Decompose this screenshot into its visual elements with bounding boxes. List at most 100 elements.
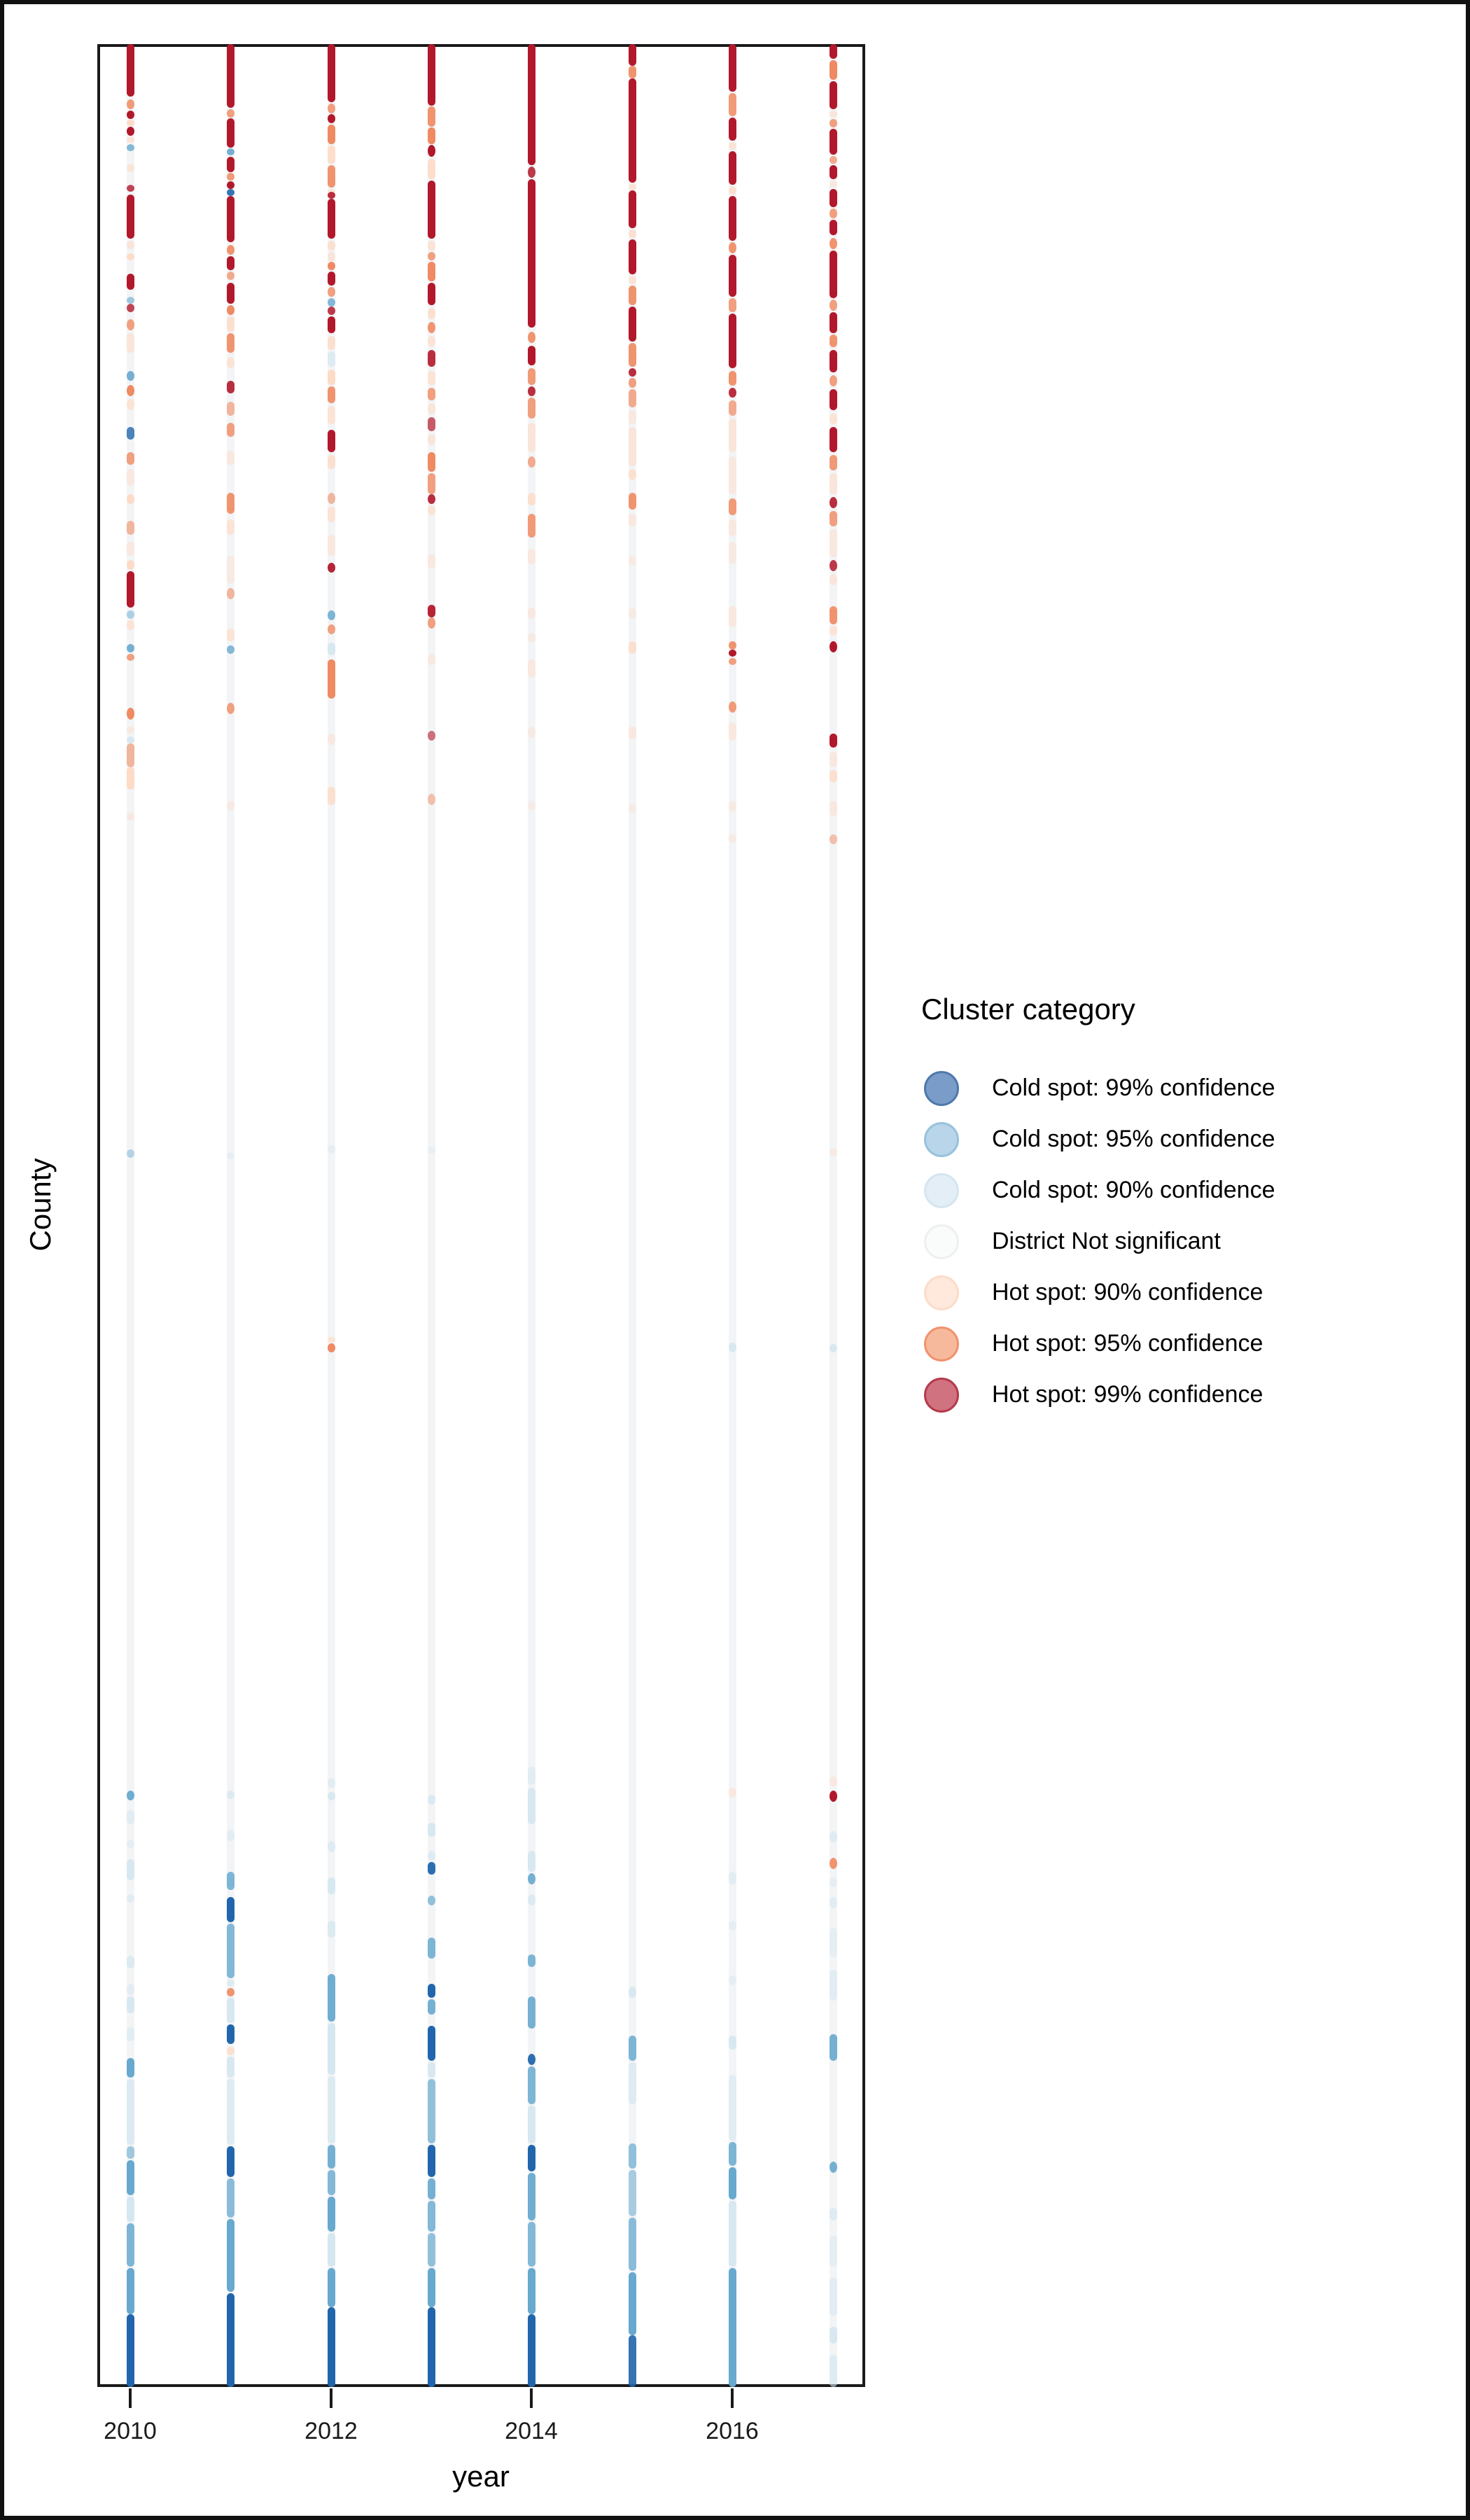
cluster-segment-c90 [728, 1975, 736, 1985]
cluster-segment-h99 [728, 151, 736, 185]
cluster-segment-h90 [527, 801, 536, 811]
cluster-segment-c90 [327, 643, 335, 655]
year-column-2011 [226, 44, 234, 2387]
cluster-segment-c95 [427, 1938, 435, 1959]
cluster-segment-h95 [126, 385, 134, 396]
cluster-segment-h95 [628, 493, 636, 510]
cluster-segment-c90 [728, 1921, 736, 1931]
cluster-segment-h90 [628, 804, 636, 813]
cluster-segment-h95 [427, 106, 435, 127]
cluster-segment-c90 [628, 1987, 636, 1998]
legend-item-h90: Hot spot: 90% confidence [924, 1267, 1453, 1318]
cluster-segment-c90 [427, 2062, 435, 2078]
cluster-segment-h99 [527, 167, 536, 178]
cluster-segment-h95 [327, 104, 335, 113]
cluster-segment-h95 [628, 286, 636, 305]
cluster-segment-c90 [226, 2079, 234, 2145]
cluster-segment-h99 [126, 111, 134, 119]
cluster-segment-h95 [126, 521, 134, 535]
cluster-segment-h90 [628, 276, 636, 284]
cluster-segment-h90 [126, 120, 134, 126]
cluster-segment-h90 [728, 606, 736, 627]
cluster-segment-c95 [226, 645, 234, 654]
cluster-segment-h95 [327, 659, 335, 699]
legend-item-c99: Cold spot: 99% confidence [924, 1063, 1453, 1114]
cluster-segment-h90 [427, 505, 435, 515]
cluster-segment-h95 [226, 109, 234, 118]
cluster-segment-h95 [829, 60, 837, 80]
cluster-segment-h99 [728, 314, 736, 368]
cluster-segment-c90 [527, 1788, 536, 1824]
cluster-segment-c95 [126, 297, 134, 304]
cluster-segment-h95 [226, 245, 234, 255]
cluster-segment-h90 [628, 608, 636, 619]
cluster-segment-c99 [126, 427, 134, 440]
cluster-segment-c99 [126, 2314, 134, 2387]
cluster-segment-h99 [126, 44, 134, 97]
cluster-segment-h99 [427, 181, 435, 239]
legend-key-circle-h99 [924, 1377, 959, 1413]
cluster-segment-c95 [427, 2201, 435, 2232]
cluster-segment-h90 [527, 549, 536, 564]
cluster-segment-h95 [327, 493, 335, 504]
x-tick-2014 [530, 2388, 533, 2408]
cluster-segment-h95 [226, 588, 234, 599]
cluster-segment-c95 [327, 1974, 335, 2022]
legend-key-circle-c99 [924, 1070, 959, 1106]
cluster-segment-c90 [126, 1996, 134, 2013]
cluster-segment-h90 [327, 535, 335, 556]
cluster-segment-c90 [327, 2076, 335, 2143]
legend: Cluster category Cold spot: 99% confiden… [921, 993, 1453, 1420]
cluster-segment-h90 [427, 308, 435, 319]
cluster-segment-h90 [226, 519, 234, 535]
cluster-segment-h90 [327, 1337, 335, 1343]
cluster-segment-c90 [829, 1877, 837, 1887]
cluster-segment-h99 [327, 430, 335, 452]
cluster-segment-h99 [427, 605, 435, 617]
cluster-segment-c99 [527, 2314, 536, 2387]
cluster-segment-h90 [126, 136, 134, 143]
cluster-segment-c90 [527, 1851, 536, 1872]
cluster-segment-h90 [327, 406, 335, 424]
cluster-segment-c90 [829, 1344, 837, 1352]
cluster-segment-h99 [728, 650, 736, 657]
cluster-segment-c95 [126, 1149, 134, 1158]
year-column-2017 [829, 44, 837, 2387]
cluster-segment-h95 [728, 371, 736, 386]
cluster-segment-c90 [327, 1792, 335, 1800]
cluster-segment-c90 [126, 2079, 134, 2145]
cluster-segment-h95 [226, 173, 234, 181]
cluster-segment-c90 [226, 1980, 234, 1987]
cluster-segment-h95 [829, 238, 837, 249]
cluster-segment-h90 [728, 186, 736, 195]
cluster-segment-c95 [527, 2066, 536, 2104]
not-significant-strip [628, 47, 636, 2384]
cluster-segment-c95 [527, 2222, 536, 2267]
cluster-segment-h95 [226, 1988, 234, 1996]
cluster-segment-h90 [327, 336, 335, 350]
cluster-segment-h95 [226, 493, 234, 514]
cluster-segment-h95 [126, 654, 134, 661]
cluster-segment-h95 [427, 388, 435, 400]
cluster-segment-h95 [427, 794, 435, 805]
cluster-segment-c90 [327, 2233, 335, 2267]
cluster-segment-h90 [327, 252, 335, 262]
cluster-segment-c95 [327, 298, 335, 307]
cluster-segment-h95 [728, 658, 736, 665]
cluster-segment-h95 [728, 400, 736, 416]
cluster-segment-h99 [427, 44, 435, 106]
cluster-segment-c90 [126, 1956, 134, 1968]
cluster-segment-c90 [126, 1894, 134, 1903]
cluster-segment-h90 [829, 574, 837, 585]
cluster-segment-h95 [829, 511, 837, 526]
cluster-segment-h95 [226, 272, 234, 280]
cluster-segment-h95 [527, 332, 536, 343]
cluster-segment-h99 [226, 381, 234, 393]
cluster-segment-h99 [829, 312, 837, 333]
cluster-segment-h90 [829, 1777, 837, 1786]
x-axis-title: year [452, 2460, 510, 2493]
cluster-segment-h90 [427, 554, 435, 568]
x-tick-label: 2012 [304, 2418, 358, 2444]
cluster-segment-h99 [327, 272, 335, 286]
cluster-segment-h99 [327, 316, 335, 333]
